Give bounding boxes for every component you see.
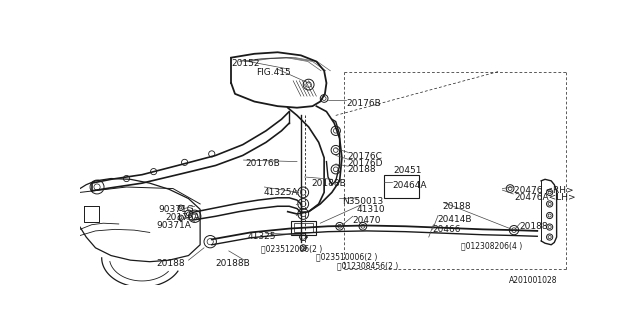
Text: 20470: 20470 [353,216,381,225]
Text: 20188: 20188 [348,165,376,174]
Text: ⓝ023512006(2 ): ⓝ023512006(2 ) [261,244,323,253]
Text: 20188: 20188 [520,222,548,231]
Text: 20152: 20152 [231,59,260,68]
Text: 20176D: 20176D [348,158,383,167]
Text: 20466: 20466 [433,225,461,234]
Text: 20176B: 20176B [347,99,381,108]
Text: 20476 <RH>: 20476 <RH> [514,186,573,195]
Text: 20176B: 20176B [245,158,280,167]
Text: 90371A: 90371A [157,221,191,230]
Text: N350013: N350013 [342,197,383,206]
Text: ⓝ023510006(2 ): ⓝ023510006(2 ) [316,252,378,261]
Text: 20414B: 20414B [437,215,472,224]
Text: 20451: 20451 [393,166,422,175]
Bar [294,223,312,232]
Text: A201001028: A201001028 [509,276,558,284]
Text: 20464A: 20464A [392,181,427,190]
Text: 41310: 41310 [356,205,385,214]
Text: Ⓑ012308456(2 ): Ⓑ012308456(2 ) [337,262,398,271]
Text: 20476A<LH>: 20476A<LH> [514,193,575,202]
Text: 20188: 20188 [157,260,186,268]
Text: 20176A: 20176A [165,213,200,222]
Text: 41325: 41325 [248,232,276,241]
Text: 20188B: 20188B [216,260,250,268]
Text: Ⓑ012308206(4 ): Ⓑ012308206(4 ) [461,242,522,251]
Text: 20188: 20188 [443,203,471,212]
Bar [291,221,316,235]
Bar [384,175,419,198]
Text: 41325A: 41325A [264,188,298,197]
Text: 90371G: 90371G [158,205,194,214]
Text: FIG.415: FIG.415 [256,68,291,77]
Text: 20188B: 20188B [311,179,346,188]
Text: 20176C: 20176C [348,152,382,161]
